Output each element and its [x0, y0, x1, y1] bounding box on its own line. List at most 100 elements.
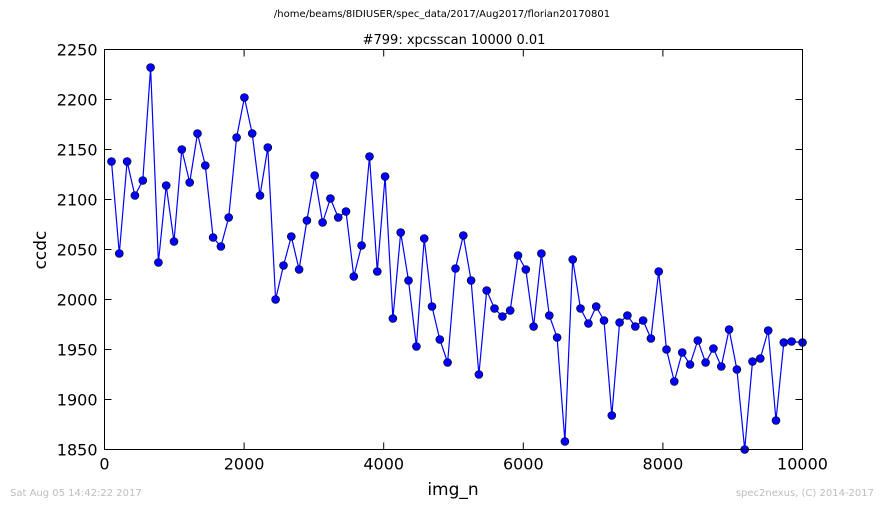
data-point	[404, 276, 413, 285]
data-point	[787, 337, 796, 346]
data-point	[333, 213, 343, 222]
data-point	[544, 311, 554, 320]
data-point	[709, 344, 718, 353]
y-tick-label: 2150	[57, 141, 98, 160]
y-tick-label: 1950	[57, 341, 98, 360]
data-point	[615, 318, 624, 327]
data-point	[279, 261, 288, 270]
data-point	[201, 161, 210, 170]
data-point	[357, 241, 366, 250]
data-point	[669, 377, 679, 386]
data-point	[599, 316, 609, 325]
x-tick-label: 2000	[224, 455, 265, 474]
data-point	[177, 145, 187, 154]
data-point	[693, 336, 703, 345]
data-point	[388, 314, 398, 323]
x-tick-label: 0	[99, 455, 109, 474]
data-point	[537, 249, 546, 258]
x-tick-label: 10000	[777, 455, 828, 474]
data-point	[435, 335, 445, 344]
data-point	[458, 231, 468, 240]
data-point	[247, 129, 257, 138]
y-axis: 1850 1900 1950 2000 2050 2100 2150 2200 2250	[57, 41, 803, 460]
data-point	[318, 218, 327, 227]
data-point	[326, 194, 335, 203]
y-tick-label: 1900	[57, 391, 98, 410]
chart-title: #799: xpcsscan 10000 0.01	[363, 33, 546, 48]
data-point	[591, 302, 601, 311]
y-tick-label: 2000	[57, 291, 98, 310]
y-tick-label: 2100	[57, 191, 98, 210]
data-point	[427, 302, 437, 311]
data-point	[412, 342, 421, 351]
data-point	[490, 304, 499, 313]
data-point	[310, 171, 320, 180]
data-point	[193, 129, 202, 138]
x-tick-label: 6000	[503, 455, 544, 474]
data-point	[302, 216, 312, 225]
data-point	[349, 272, 359, 281]
data-point	[466, 276, 476, 285]
data-point	[763, 326, 773, 335]
data-point	[365, 152, 374, 161]
data-point	[130, 191, 140, 200]
data-point	[529, 322, 538, 331]
data-point	[380, 172, 390, 181]
data-point	[654, 267, 664, 276]
data-point	[638, 316, 648, 325]
data-point	[146, 63, 155, 72]
data-point	[216, 242, 226, 251]
x-axis-label: img_n	[427, 480, 478, 500]
data-point	[552, 333, 562, 342]
data-point	[255, 191, 265, 200]
data-point	[685, 360, 695, 369]
x-tick-label: 4000	[363, 455, 404, 474]
data-point	[630, 322, 640, 331]
data-point	[208, 233, 218, 242]
data-point	[161, 181, 171, 190]
data-point	[154, 258, 163, 267]
figure-suptitle: /home/beams/8IDIUSER/spec_data/2017/Aug2…	[273, 9, 611, 20]
data-point	[185, 178, 194, 187]
data-point	[755, 354, 765, 363]
data-point	[482, 286, 492, 295]
data-point	[107, 157, 116, 166]
data-point	[701, 358, 710, 367]
data-point	[584, 319, 593, 328]
y-axis-label: ccdc	[31, 231, 51, 270]
data-point	[505, 306, 515, 315]
data-point	[294, 265, 304, 274]
data-point	[271, 295, 280, 304]
data-point	[513, 251, 523, 260]
data-point	[419, 234, 429, 243]
data-point	[607, 411, 617, 420]
y-tick-label: 1850	[57, 441, 98, 460]
data-point	[474, 370, 484, 379]
footer-credit: spec2nexus, (C) 2014-2017	[735, 488, 874, 499]
plot-area	[107, 63, 807, 454]
data-point	[732, 365, 742, 374]
data-point	[623, 311, 632, 320]
data-point	[771, 416, 781, 425]
series-line	[110, 67, 803, 450]
data-point	[662, 345, 671, 354]
data-point	[560, 437, 570, 446]
data-point	[232, 133, 241, 142]
y-tick-label: 2050	[57, 241, 98, 260]
plot-frame	[104, 49, 803, 450]
data-point	[263, 143, 273, 152]
data-point	[716, 362, 726, 371]
data-point	[341, 207, 351, 216]
data-point	[372, 267, 382, 276]
data-point	[224, 213, 233, 222]
data-point	[443, 358, 452, 367]
y-tick-label: 2200	[57, 91, 98, 110]
data-point	[521, 265, 531, 274]
data-point	[779, 338, 789, 347]
y-tick-label: 2250	[57, 41, 98, 60]
data-point	[169, 237, 179, 246]
data-point	[568, 255, 578, 264]
data-point	[677, 348, 687, 357]
data-point	[646, 334, 656, 343]
